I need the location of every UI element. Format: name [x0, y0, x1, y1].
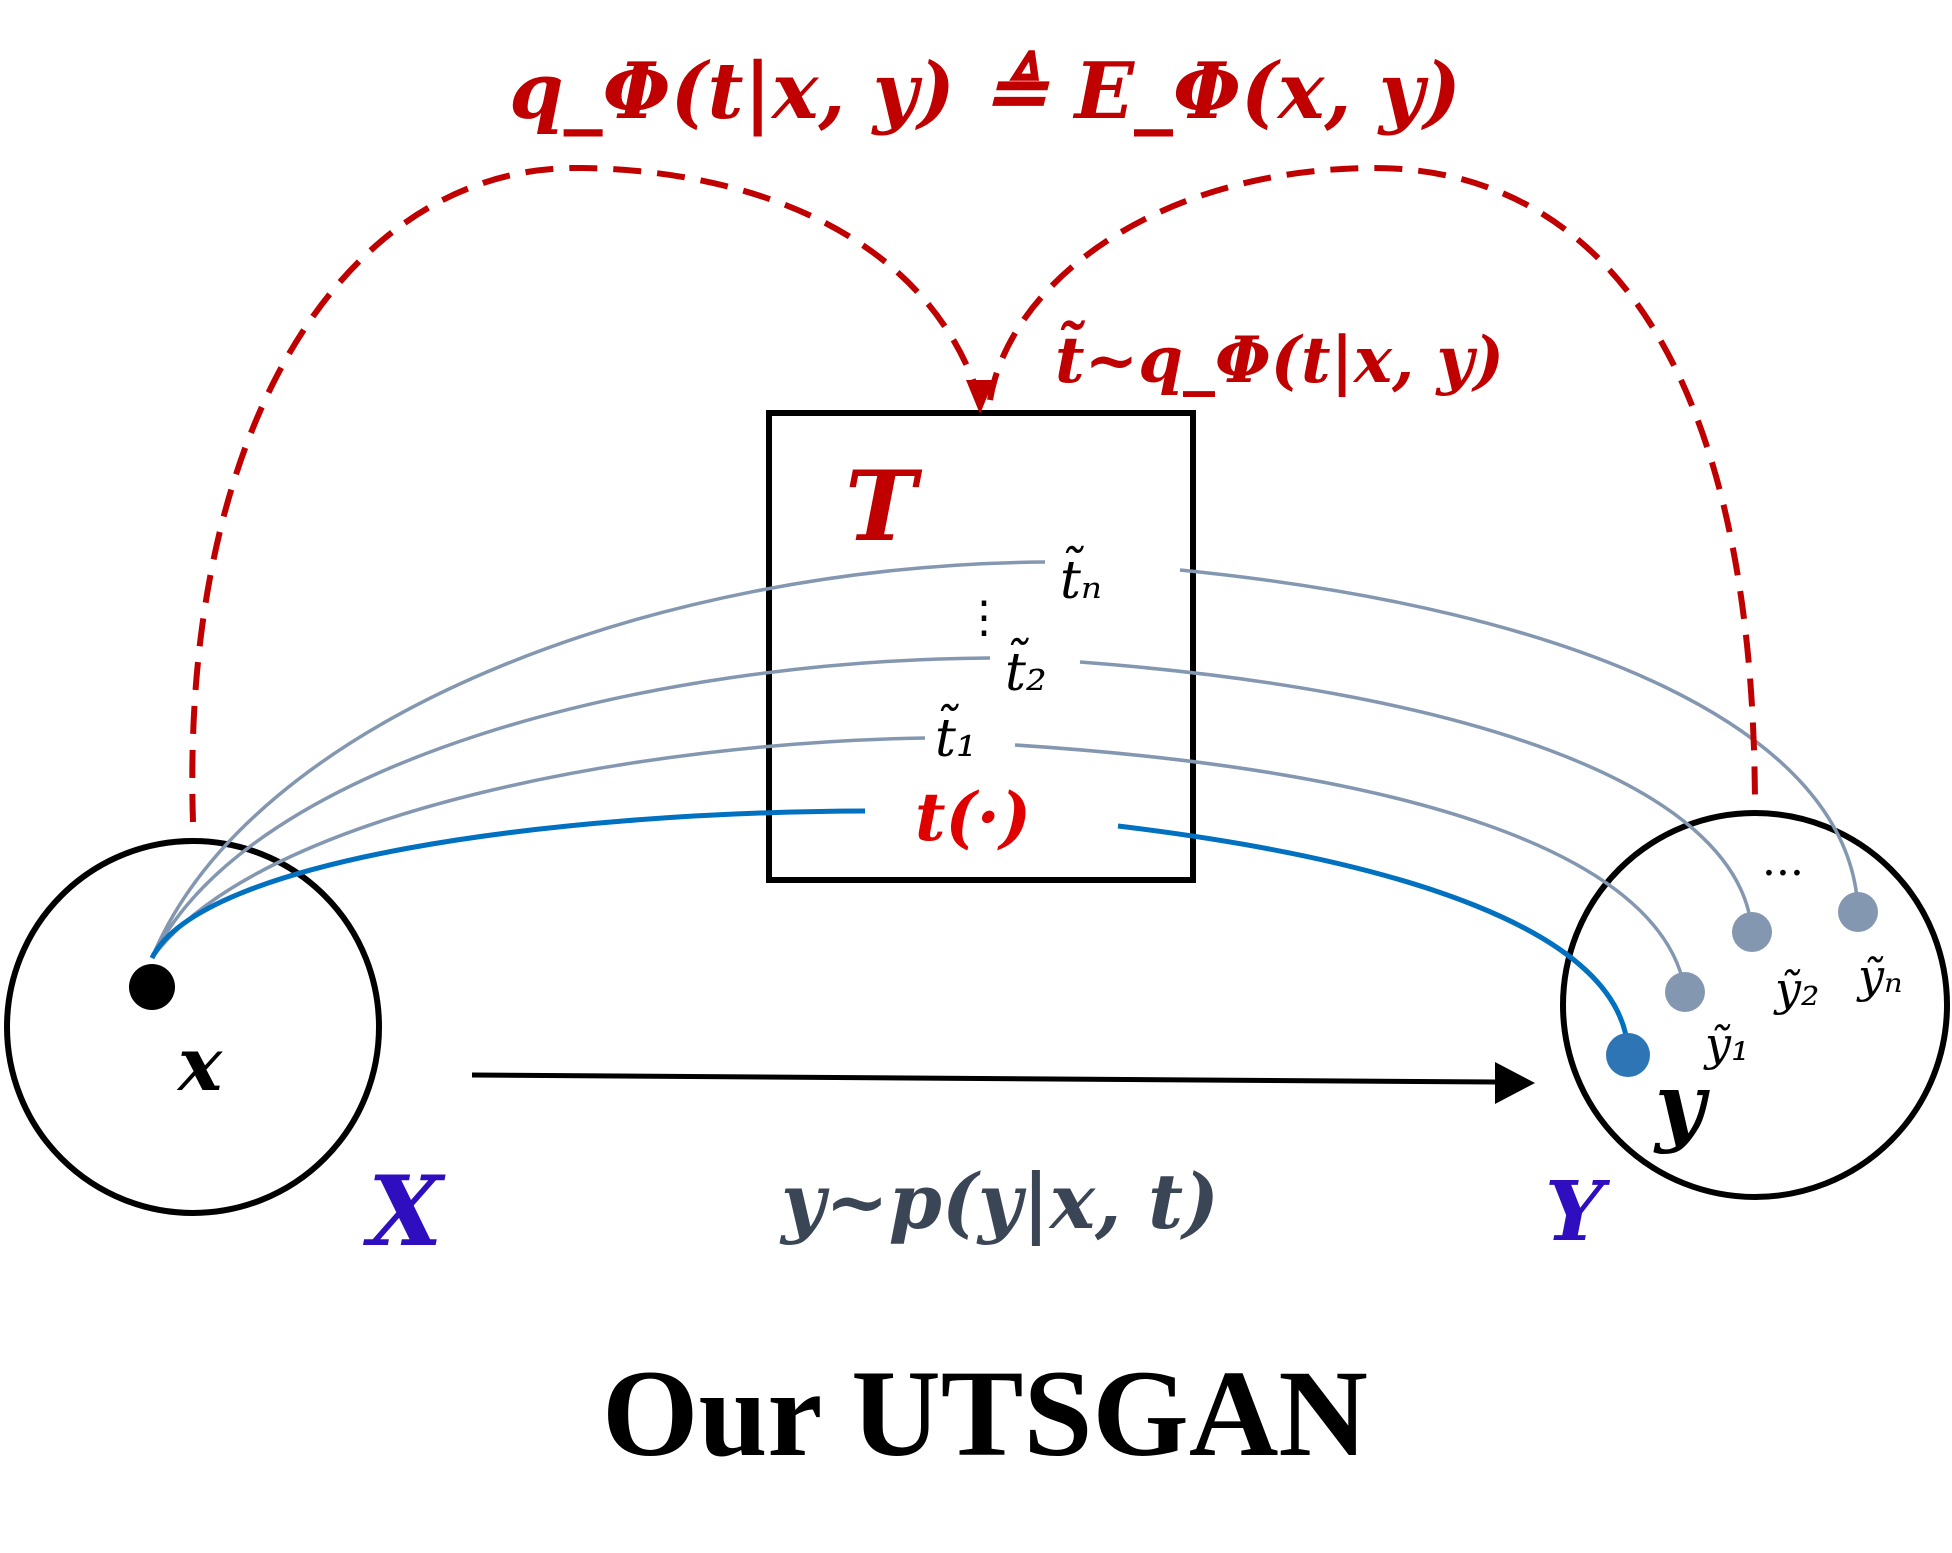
- yn-point: [1838, 892, 1878, 932]
- label-tn: t̃ₙ: [1060, 545, 1102, 611]
- label-y2: ỹ₂: [1773, 962, 1819, 1016]
- t-function-curve: [149, 808, 1631, 1051]
- curve-t-right: [1117, 823, 1631, 1051]
- x-point: [129, 964, 175, 1010]
- encoder-arcs: [189, 164, 1758, 823]
- curve-t-left: [149, 808, 866, 960]
- caption: Our UTSGAN: [602, 1345, 1368, 1482]
- label-yn: ỹₙ: [1856, 949, 1903, 1003]
- mapping-arrow: [471, 1072, 1496, 1085]
- domain-y-circle: [1560, 810, 1950, 1200]
- y-point-label: y: [1653, 1055, 1710, 1156]
- mapping-arrowhead: [1495, 1062, 1535, 1104]
- label-t-dots: ⋮: [962, 592, 1006, 643]
- translation-curves: [150, 560, 1860, 991]
- right-dashed-arc: [987, 164, 1758, 811]
- y2-point: [1732, 912, 1772, 952]
- label-t1: t̃₁: [935, 703, 977, 769]
- domain-y-label: Y: [1545, 1164, 1611, 1260]
- curve-t1-left: [150, 736, 926, 960]
- curve-t2-right: [1079, 660, 1754, 933]
- domain-x-label: X: [362, 1155, 446, 1268]
- label-y-dots: ···: [1762, 848, 1804, 899]
- y-point: [1606, 1033, 1650, 1077]
- top-formula: q_Φ(t|x, y) ≜ E_Φ(x, y): [509, 46, 1461, 137]
- label-t-function: t(·): [915, 778, 1031, 856]
- y1-point: [1665, 972, 1705, 1012]
- left-dashed-arc: [189, 164, 983, 823]
- curve-tn-right: [1179, 568, 1860, 911]
- curve-tn-left: [150, 560, 1046, 959]
- label-t2: t̃₂: [1005, 637, 1047, 703]
- mapping-formula: y~p(y|x, t): [779, 1157, 1219, 1247]
- curve-t1-right: [1014, 743, 1687, 991]
- label-y1: ỹ₁: [1703, 1017, 1749, 1071]
- t-box: [766, 410, 1196, 883]
- encoder-arrowhead: [966, 380, 994, 414]
- sample-formula: t̃~q_Φ(t|x, y): [1055, 319, 1504, 398]
- box-label: T: [845, 450, 923, 563]
- domain-x-circle: [4, 838, 382, 1216]
- curve-t2-left: [150, 656, 991, 959]
- x-point-label: x: [176, 1022, 223, 1108]
